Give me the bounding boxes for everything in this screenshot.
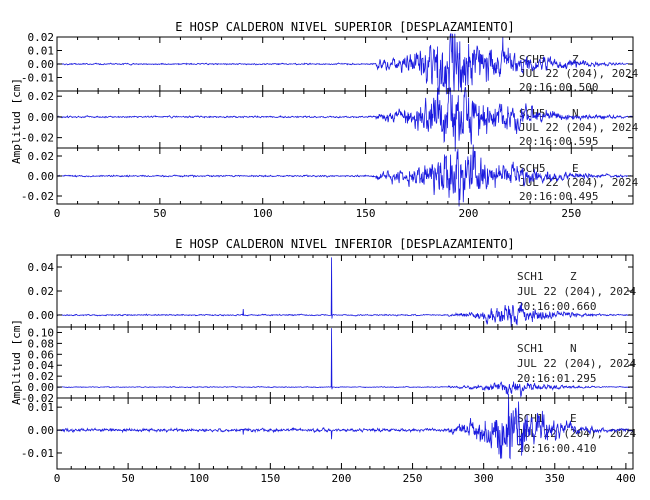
- y-tick-label: -0.02: [21, 392, 54, 405]
- y-tick-label: 0.00: [28, 111, 55, 124]
- y-tick-label: 0.02: [28, 370, 55, 383]
- seismic-trace-sch1-z: [56, 257, 634, 327]
- x-tick-label: 250: [561, 207, 581, 220]
- y-tick-label: 0.01: [28, 401, 55, 414]
- y-tick-label: 0.02: [28, 31, 55, 44]
- trace-station: SCH1: [517, 270, 544, 283]
- trace-component: Z: [572, 53, 579, 66]
- seismic-trace-sch5-e: [56, 144, 634, 207]
- y-tick-label: 0.00: [28, 424, 55, 437]
- trace-component: N: [570, 342, 577, 355]
- trace-station: SCH1: [517, 342, 544, 355]
- x-tick-label: 50: [153, 207, 166, 220]
- trace-annotation-inferior-n: SCH1 N JUL 22 (204), 2024 20:16:01.295: [517, 342, 637, 385]
- trace-time: 20:16:00.595: [519, 135, 598, 148]
- seismic-trace-sch1-n: [56, 328, 634, 398]
- x-tick-label: 400: [616, 472, 636, 485]
- trace-annotation-superior-e: SCH5 E JUL 22 (204), 2024 20:16:00.495: [519, 162, 639, 203]
- y-tick-label: 0.04: [28, 359, 55, 372]
- trace-date: JUL 22 (204), 2024: [519, 121, 639, 134]
- axes-chart-2: 0.040.020.000.100.080.060.040.020.00-0.0…: [21, 254, 636, 485]
- x-tick-label: 250: [403, 472, 423, 485]
- y-tick-label: 0.02: [28, 150, 55, 163]
- panel-frame: [56, 397, 634, 470]
- x-tick-label: 0: [54, 207, 61, 220]
- x-tick-label: 50: [121, 472, 134, 485]
- trace-component: N: [572, 107, 579, 120]
- x-tick-label: 0: [54, 472, 61, 485]
- traces-chart-1: [56, 33, 634, 207]
- y-tick-label: -0.01: [21, 72, 54, 85]
- trace-date: JUL 22 (204), 2024: [519, 67, 639, 80]
- trace-time: 20:16:00.410: [517, 442, 596, 455]
- x-tick-label: 100: [189, 472, 209, 485]
- x-tick-label: 150: [260, 472, 280, 485]
- x-tick-label: 100: [253, 207, 273, 220]
- y-tick-label: -0.01: [21, 447, 54, 460]
- traces-chart-2: [56, 257, 634, 460]
- chart-inferior-ylabel: Amplitud [cm]: [10, 319, 23, 405]
- x-tick-label: 150: [356, 207, 376, 220]
- y-tick-label: 0.00: [28, 58, 55, 71]
- trace-lines: [56, 33, 634, 460]
- y-tick-label: 0.10: [28, 326, 55, 339]
- trace-date: JUL 22 (204), 2024: [517, 357, 637, 370]
- x-tick-label: 200: [332, 472, 352, 485]
- trace-time: 20:16:00.500: [519, 81, 598, 94]
- chart-inferior-title: E HOSP CALDERON NIVEL INFERIOR [DESPLAZA…: [175, 237, 515, 251]
- chart-superior-title: E HOSP CALDERON NIVEL SUPERIOR [DESPLAZA…: [175, 20, 515, 34]
- x-tick-label: 350: [545, 472, 565, 485]
- chart-inferior: E HOSP CALDERON NIVEL INFERIOR [DESPLAZA…: [10, 237, 637, 455]
- seismic-trace-sch1-e: [56, 393, 634, 460]
- y-tick-label: 0.08: [28, 337, 55, 350]
- y-tick-label: 0.00: [28, 170, 55, 183]
- y-tick-label: 0.06: [28, 348, 55, 361]
- chart-superior-ylabel: Amplitud [cm]: [10, 78, 23, 164]
- seismic-trace-sch5-z: [56, 33, 634, 95]
- x-tick-label: 300: [474, 472, 494, 485]
- seismic-trace-sch5-n: [56, 87, 634, 152]
- y-tick-label: 0.00: [28, 309, 55, 322]
- trace-annotation-inferior-z: SCH1 Z JUL 22 (204), 2024 20:16:00.660: [517, 270, 637, 313]
- y-tick-label: 0.02: [28, 285, 55, 298]
- trace-annotation-superior-n: SCH5 N JUL 22 (204), 2024 20:16:00.595: [519, 107, 639, 148]
- trace-time: 20:16:00.660: [517, 300, 596, 313]
- trace-component: Z: [570, 270, 577, 283]
- trace-station: SCH5: [519, 162, 546, 175]
- trace-time: 20:16:00.495: [519, 190, 598, 203]
- axes-frames: 0.020.010.00-0.010.020.00-0.020.020.00-0…: [21, 31, 636, 485]
- trace-component: E: [570, 412, 577, 425]
- y-tick-label: -0.02: [21, 190, 54, 203]
- axes-chart-1: 0.020.010.00-0.010.020.00-0.020.020.00-0…: [21, 31, 634, 220]
- y-tick-label: 0.00: [28, 381, 55, 394]
- y-tick-label: 0.02: [28, 90, 55, 103]
- trace-annotation-superior-z: SCH5 Z JUL 22 (204), 2024 20:16:00.500: [519, 53, 639, 94]
- y-tick-label: 0.04: [28, 261, 55, 274]
- trace-station: SCH5: [519, 53, 546, 66]
- trace-component: E: [572, 162, 579, 175]
- y-tick-label: -0.02: [21, 132, 54, 145]
- trace-time: 20:16:01.295: [517, 372, 596, 385]
- x-tick-label: 200: [458, 207, 478, 220]
- trace-date: JUL 22 (204), 2024: [517, 285, 637, 298]
- y-tick-label: 0.01: [28, 45, 55, 58]
